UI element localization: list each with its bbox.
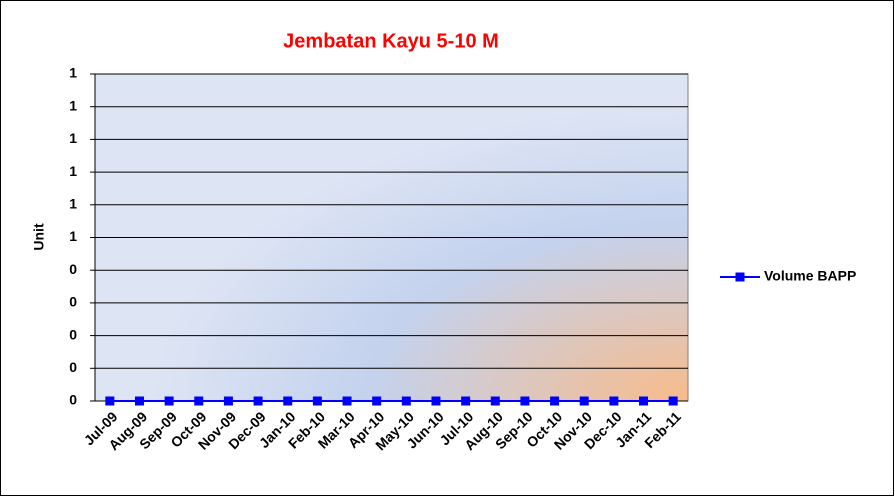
y-tick-label: 0 (69, 392, 77, 408)
marker (223, 396, 233, 406)
marker (283, 396, 293, 406)
y-tick-label: 1 (69, 196, 77, 212)
marker (164, 396, 174, 406)
marker (520, 396, 530, 406)
marker (550, 396, 560, 406)
marker (461, 396, 471, 406)
chart-title: Jembatan Kayu 5-10 M (283, 30, 499, 52)
marker (668, 396, 678, 406)
y-tick-label: 1 (69, 130, 77, 146)
marker (490, 396, 500, 406)
marker (194, 396, 204, 406)
y-tick-label: 0 (69, 359, 77, 375)
marker (579, 396, 589, 406)
y-tick-label: 0 (69, 261, 77, 277)
y-tick-label: 1 (69, 97, 77, 113)
marker (609, 396, 619, 406)
legend-label: Volume BAPP (764, 268, 856, 284)
y-tick-label: 1 (69, 163, 77, 179)
y-tick-label: 0 (69, 294, 77, 310)
marker (372, 396, 382, 406)
marker (134, 396, 144, 406)
marker (342, 396, 352, 406)
marker (431, 396, 441, 406)
y-tick-label: 0 (69, 326, 77, 342)
y-axis-label: Unit (31, 223, 47, 251)
marker (312, 396, 322, 406)
marker (253, 396, 263, 406)
marker (401, 396, 411, 406)
marker (639, 396, 649, 406)
legend-marker (735, 272, 745, 282)
marker (105, 396, 115, 406)
y-tick-label: 1 (69, 228, 77, 244)
y-tick-label: 1 (69, 65, 77, 81)
